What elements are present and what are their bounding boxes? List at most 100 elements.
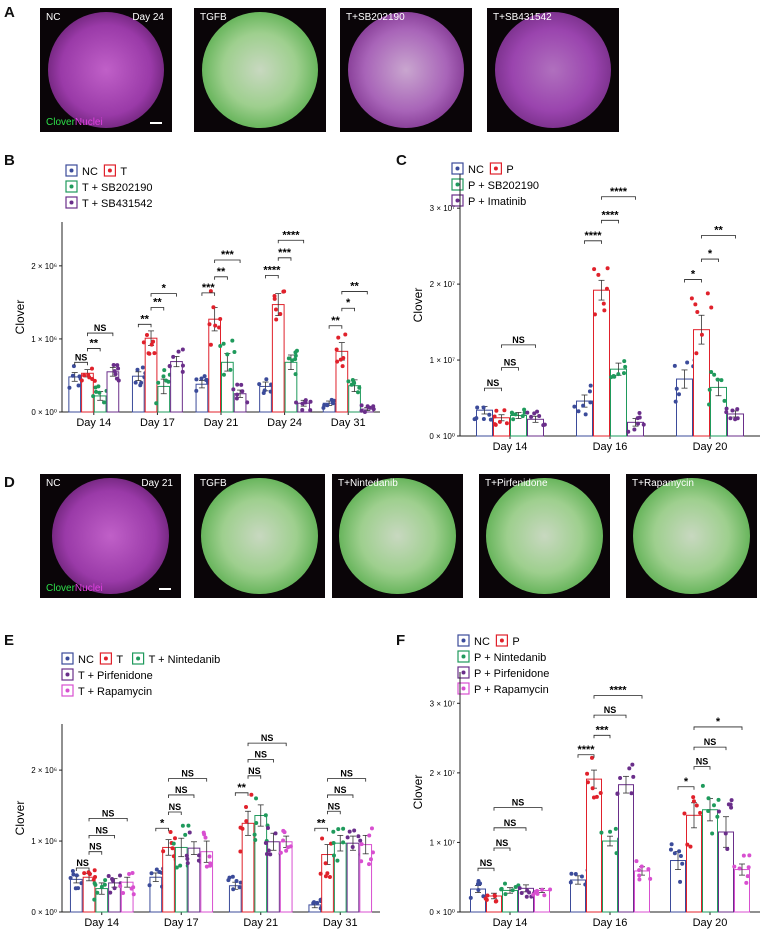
significance-label: **	[90, 337, 99, 349]
data-point	[623, 364, 628, 369]
data-point	[579, 874, 584, 879]
data-point	[568, 880, 573, 885]
spheroid	[201, 477, 318, 595]
data-point	[213, 323, 218, 328]
data-point	[492, 422, 497, 427]
data-point	[525, 410, 530, 415]
data-point	[719, 378, 724, 383]
significance-bracket	[693, 746, 727, 751]
significance-label: NS	[181, 769, 194, 779]
y-tick-label: 0 × 10⁰	[31, 908, 57, 917]
data-point	[180, 363, 185, 368]
data-point	[733, 417, 738, 422]
data-point	[502, 408, 507, 413]
data-point	[356, 834, 361, 839]
data-point	[102, 882, 107, 887]
significance-bracket	[168, 778, 208, 782]
significance-bracket	[684, 279, 702, 283]
data-point	[535, 409, 540, 414]
x-tick-label: Day 20	[693, 441, 728, 453]
significance-label: NS	[340, 769, 353, 779]
significance-bracket	[493, 847, 511, 851]
data-point	[596, 272, 601, 277]
significance-label: **	[350, 280, 359, 292]
data-point	[171, 854, 176, 859]
data-point	[308, 408, 313, 413]
data-point	[234, 396, 239, 401]
data-point	[180, 369, 185, 374]
data-point	[273, 831, 278, 836]
significance-label: NS	[75, 352, 88, 362]
legend-label: NC	[468, 164, 484, 176]
significance-label: *	[160, 817, 165, 829]
significance-label: NS	[169, 802, 182, 812]
data-point	[218, 344, 223, 349]
data-point	[293, 357, 298, 362]
significance-label: NS	[334, 785, 347, 795]
data-point	[715, 814, 720, 819]
data-point	[186, 823, 191, 828]
y-tick-label: 1 × 10⁷	[430, 356, 455, 365]
bar	[187, 847, 201, 913]
data-point	[519, 891, 524, 896]
bar	[271, 304, 285, 413]
data-point	[238, 849, 243, 854]
significance-label: ****	[577, 744, 595, 756]
data-point	[273, 307, 278, 312]
significance-label: NS	[254, 749, 267, 759]
significance-bracket	[247, 742, 287, 747]
data-point	[286, 356, 291, 361]
data-point	[146, 351, 151, 356]
legend-dot	[65, 656, 70, 661]
y-tick-label: 0 × 10⁰	[429, 908, 455, 917]
data-point	[637, 877, 642, 882]
data-point	[499, 886, 504, 891]
data-point	[680, 861, 685, 866]
data-point	[262, 388, 267, 393]
data-point	[694, 351, 699, 356]
data-point	[587, 389, 592, 394]
data-point	[111, 362, 116, 367]
data-point	[171, 841, 176, 846]
data-point	[211, 305, 216, 310]
data-point	[294, 400, 299, 405]
data-point	[621, 371, 626, 376]
significance-bracket	[501, 344, 536, 348]
data-point	[741, 853, 746, 858]
legend-dot	[69, 168, 74, 173]
data-point	[131, 892, 136, 897]
data-point	[716, 809, 721, 814]
data-point	[524, 894, 529, 899]
data-point	[187, 830, 192, 835]
channel-legend: CloverNuclei	[46, 583, 103, 594]
data-point	[93, 882, 98, 887]
condition-label: T+Nintedanib	[338, 478, 398, 489]
bar	[174, 846, 188, 913]
data-point	[82, 373, 87, 378]
data-point	[135, 367, 140, 372]
data-point	[157, 870, 162, 875]
data-point	[70, 373, 75, 378]
data-point	[183, 832, 188, 837]
significance-label: **	[331, 315, 340, 327]
data-point	[127, 871, 132, 876]
legend-dot	[499, 638, 504, 643]
data-point	[82, 871, 87, 876]
data-point	[706, 808, 711, 813]
data-point	[176, 349, 181, 354]
data-point	[637, 868, 642, 873]
significance-bracket	[214, 276, 228, 280]
data-point	[112, 369, 117, 374]
data-point	[472, 417, 477, 422]
data-point	[282, 289, 287, 294]
y-axis-label: Clover	[411, 288, 425, 323]
significance-bracket	[247, 775, 262, 779]
data-point	[729, 805, 734, 810]
data-point	[602, 308, 607, 313]
significance-bracket	[277, 257, 292, 261]
data-point	[689, 296, 694, 301]
legend-dot	[107, 168, 112, 173]
data-point	[272, 296, 277, 301]
panel-letter-d: D	[4, 474, 15, 491]
significance-label: ****	[610, 186, 628, 198]
